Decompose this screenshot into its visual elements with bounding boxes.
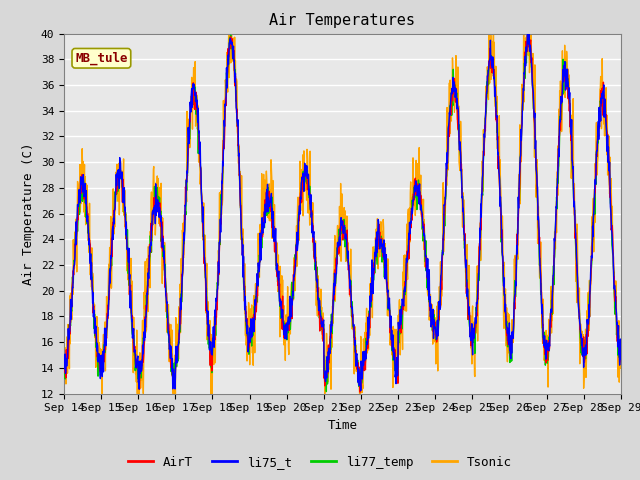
X-axis label: Time: Time [328,419,357,432]
Y-axis label: Air Temperature (C): Air Temperature (C) [22,143,35,285]
Title: Air Temperatures: Air Temperatures [269,13,415,28]
Text: MB_tule: MB_tule [75,51,127,65]
Legend: AirT, li75_t, li77_temp, Tsonic: AirT, li75_t, li77_temp, Tsonic [123,451,517,474]
